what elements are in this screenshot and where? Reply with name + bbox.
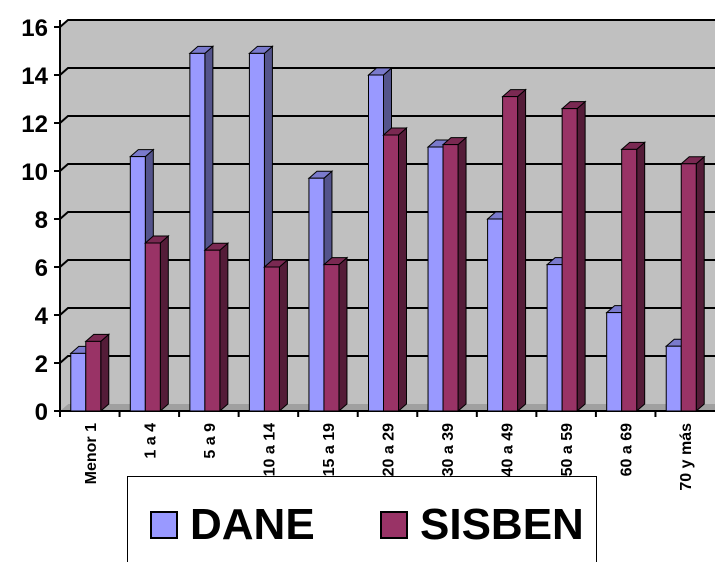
y-tick-label: 16	[21, 15, 48, 42]
legend-swatch-sisben	[380, 511, 408, 539]
bar-sisben	[441, 136, 468, 413]
y-tick-label: 2	[35, 351, 48, 378]
x-tick-label: 40 a 49	[500, 423, 517, 476]
x-tick-label: 15 a 19	[321, 423, 338, 476]
x-tick-label: 20 a 29	[381, 423, 398, 476]
bar-sisben	[679, 155, 706, 413]
x-tick-label: 30 a 39	[440, 423, 457, 476]
bar-sisben	[84, 333, 111, 413]
bar-sisben	[322, 256, 349, 413]
y-tick-label: 10	[21, 159, 48, 186]
legend-item-sisben: SISBEN	[380, 503, 584, 547]
y-tick-labels: 0 2 4 6 8 10 12 14 16	[21, 15, 60, 426]
y-tick-label: 6	[35, 255, 48, 282]
bar-sisben	[143, 234, 170, 413]
bars	[69, 45, 706, 413]
grid-line	[59, 163, 715, 172]
legend-label-dane: DANE	[190, 500, 315, 549]
y-tick-label: 4	[35, 303, 49, 330]
x-tick-label: 10 a 14	[261, 423, 278, 476]
bar-sisben	[560, 100, 587, 413]
x-tick-label: 50 a 59	[559, 423, 576, 476]
x-tick-label: 60 a 69	[619, 423, 636, 476]
bar-sisben	[263, 258, 289, 413]
x-tick-label: 70 y más	[678, 423, 695, 491]
y-tick-label: 14	[21, 63, 48, 90]
bar-sisben	[620, 141, 647, 413]
x-tick-label: Menor 1	[83, 423, 100, 484]
x-tick-label: 1 a 4	[142, 423, 159, 459]
grid-line	[59, 19, 715, 28]
bar-sisben	[501, 88, 527, 413]
legend-item-dane: DANE	[150, 503, 315, 547]
y-tick-label: 8	[35, 207, 48, 234]
bar-sisben	[203, 242, 230, 413]
bar-sisben	[382, 126, 408, 413]
grid-line	[59, 67, 715, 76]
legend: DANE SISBEN	[127, 476, 597, 562]
grid-line	[59, 115, 715, 124]
x-tick-labels: Menor 1 1 a 4 5 a 9 10 a 14 15 a 19 20 a 29 30…	[59, 411, 695, 491]
y-tick-label: 0	[35, 399, 48, 426]
legend-swatch-dane	[150, 511, 178, 539]
legend-label-sisben: SISBEN	[420, 500, 584, 549]
x-tick-label: 5 a 9	[202, 423, 219, 459]
y-tick-label: 12	[21, 111, 48, 138]
